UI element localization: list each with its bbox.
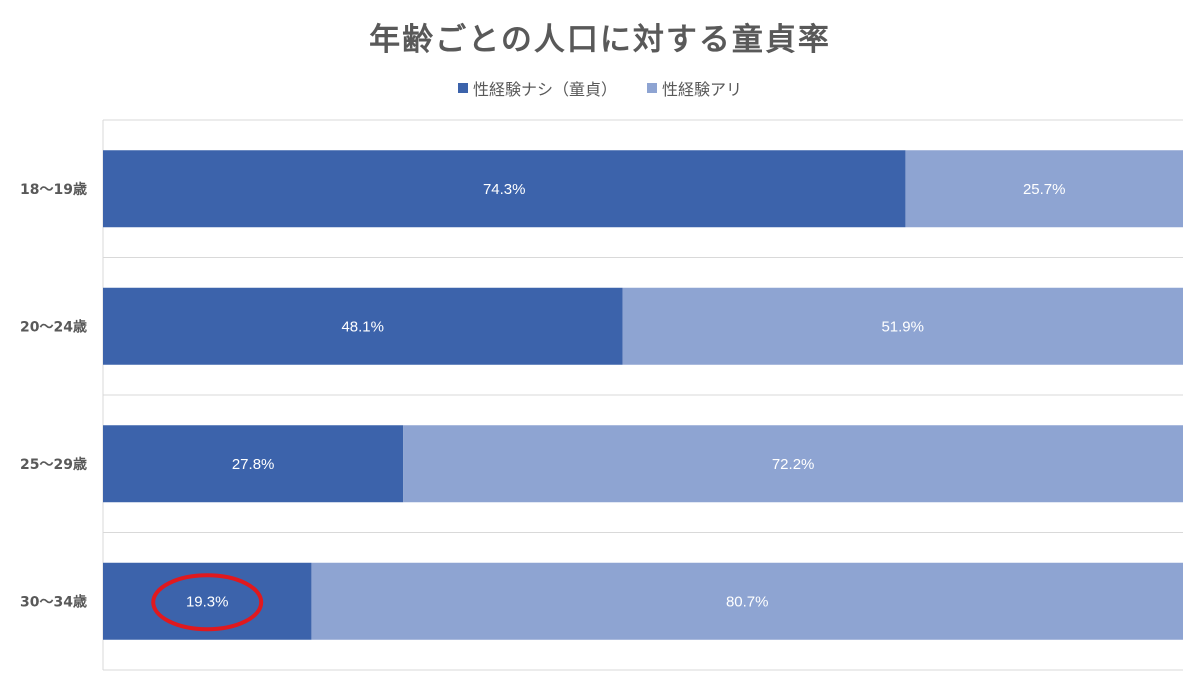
category-label: 18〜19歳 <box>20 181 87 198</box>
category-label: 20〜24歳 <box>20 318 87 335</box>
highlight-ellipse <box>151 573 264 632</box>
category-label: 25〜29歳 <box>20 456 87 473</box>
bar-segment <box>622 287 1183 365</box>
data-label: 27.8% <box>232 456 275 473</box>
legend-item-no-experience: 性経験ナシ（童貞） <box>457 76 617 100</box>
data-label: 25.7% <box>1023 181 1066 198</box>
legend-item-experience: 性経験アリ <box>647 76 742 100</box>
data-label: 72.2% <box>772 456 815 473</box>
bar-segment <box>103 287 623 365</box>
legend-swatch-no-experience <box>457 83 468 93</box>
data-label: 19.3% <box>186 593 229 610</box>
chart-legend: 性経験ナシ（童貞） 性経験アリ <box>0 76 1200 100</box>
category-label: 30〜34歳 <box>20 593 87 610</box>
legend-label-no-experience: 性経験ナシ（童貞） <box>472 80 617 99</box>
data-label: 48.1% <box>341 318 384 335</box>
data-label: 51.9% <box>881 318 924 335</box>
chart-title: 年齢ごとの人口に対する童貞率 <box>369 22 831 58</box>
bar-segment <box>403 425 1183 503</box>
data-label: 74.3% <box>483 181 526 198</box>
legend-swatch-experience <box>647 83 657 93</box>
bar-segment <box>311 562 1183 640</box>
bar-segment <box>103 425 404 503</box>
data-label: 80.7% <box>726 593 769 610</box>
legend-label-experience: 性経験アリ <box>662 80 743 99</box>
bar-segment <box>905 150 1183 228</box>
bar-segment <box>103 150 906 228</box>
